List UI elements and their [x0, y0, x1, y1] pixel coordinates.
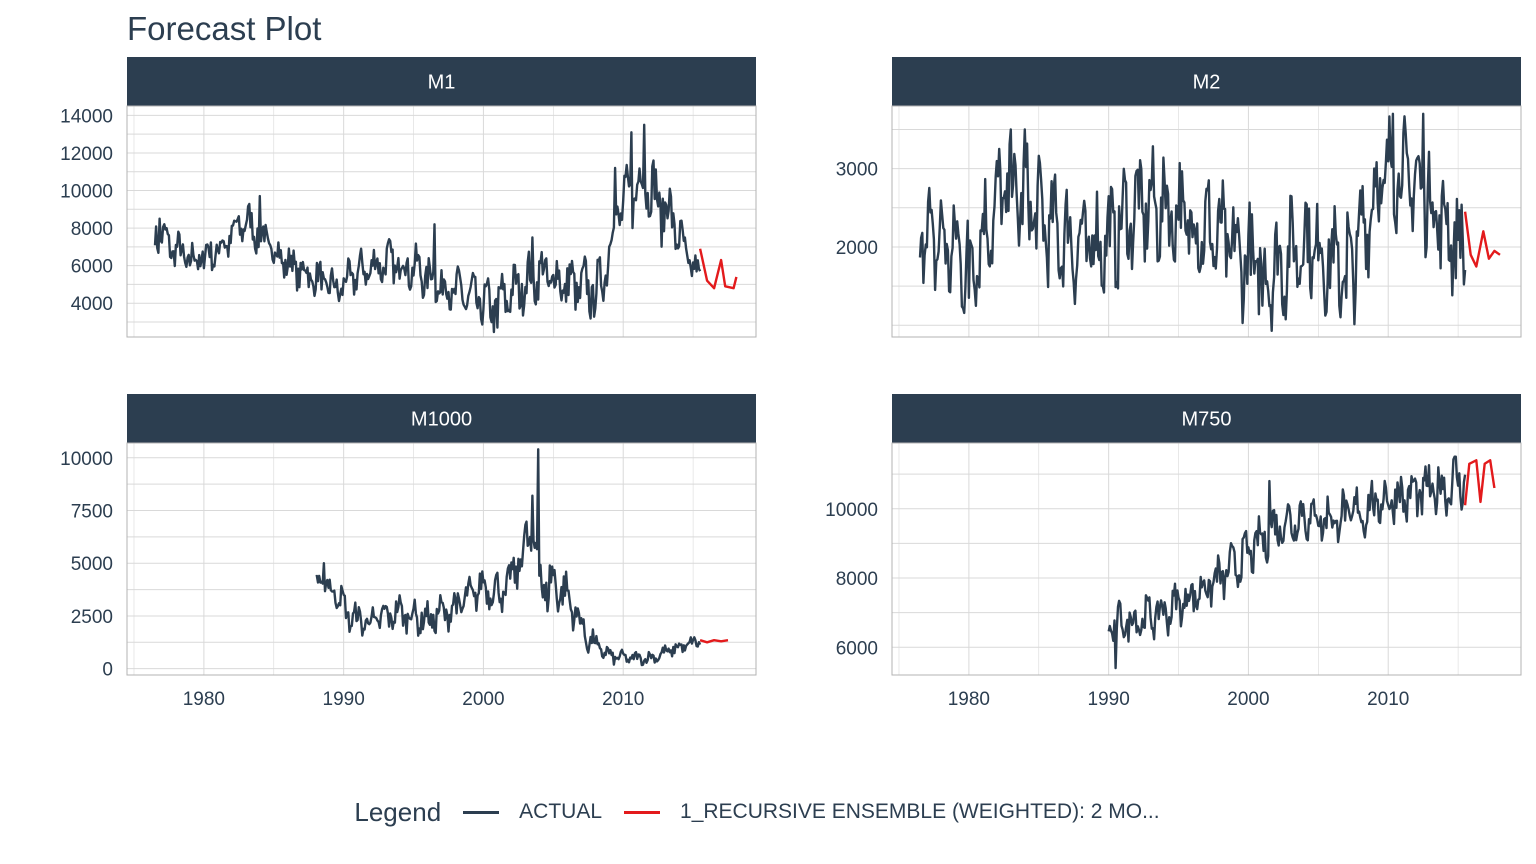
y-tick-label: 14000	[60, 106, 113, 127]
legend-key-actual	[463, 810, 500, 814]
strip-label-m1000: M1000	[411, 409, 472, 431]
legend-label-forecast: 1_RECURSIVE ENSEMBLE (WEIGHTED): 2 MO...	[680, 800, 1160, 823]
strip-m1000	[127, 394, 756, 443]
y-tick-label: 2500	[71, 607, 113, 628]
y-tick-label: 10000	[60, 182, 113, 203]
y-tick-label: 8000	[71, 219, 113, 240]
series-forecast-m1000	[699, 639, 729, 644]
legend-label-actual: ACTUAL	[519, 800, 603, 823]
x-tick-label: 2010	[1367, 689, 1409, 710]
y-tick-label: 10000	[60, 449, 113, 470]
y-tick-label: 3000	[836, 160, 878, 181]
series-actual-m1	[153, 123, 702, 334]
y-tick-label: 8000	[836, 569, 878, 590]
x-tick-label: 2000	[462, 689, 504, 710]
panel-border-m1	[126, 105, 757, 338]
y-tick-label: 12000	[60, 144, 113, 165]
series-forecast-m2	[1463, 211, 1501, 268]
y-tick-label: 10000	[825, 500, 878, 521]
y-tick-label: 2000	[836, 238, 878, 259]
strip-m1	[127, 57, 756, 106]
x-tick-label: 1980	[183, 689, 225, 710]
page-title: Forecast Plot	[127, 10, 322, 47]
strip-label-m750: M750	[1181, 409, 1231, 431]
strip-m750	[892, 394, 1521, 443]
y-tick-label: 7500	[71, 501, 113, 522]
series-actual-m2	[918, 112, 1467, 332]
strip-m2	[892, 57, 1521, 106]
panel-border-m1000	[126, 442, 757, 676]
legend-key-forecast	[624, 810, 661, 814]
y-tick-label: 6000	[836, 638, 878, 659]
legend-title: Legend	[354, 796, 442, 827]
x-tick-label: 1980	[948, 689, 990, 710]
series-forecast-m750	[1463, 459, 1496, 506]
y-tick-label: 6000	[71, 257, 113, 278]
x-tick-label: 2010	[602, 689, 644, 710]
strip-label-m1: M1	[428, 72, 456, 94]
panel-border-m2	[891, 105, 1522, 338]
series-actual-m750	[1107, 455, 1467, 670]
strip-label-m2: M2	[1193, 72, 1221, 94]
x-tick-label: 1990	[323, 689, 365, 710]
y-tick-label: 5000	[71, 554, 113, 575]
y-tick-label: 4000	[71, 294, 113, 315]
y-tick-label: 0	[102, 660, 113, 681]
series-forecast-m1	[698, 248, 738, 290]
x-tick-label: 2000	[1227, 689, 1269, 710]
x-tick-label: 1990	[1088, 689, 1130, 710]
panel-border-m750	[891, 442, 1522, 676]
series-actual-m1000	[315, 448, 702, 667]
legend: Legend ACTUAL 1_RECURSIVE ENSEMBLE (WEIG…	[0, 790, 1536, 834]
